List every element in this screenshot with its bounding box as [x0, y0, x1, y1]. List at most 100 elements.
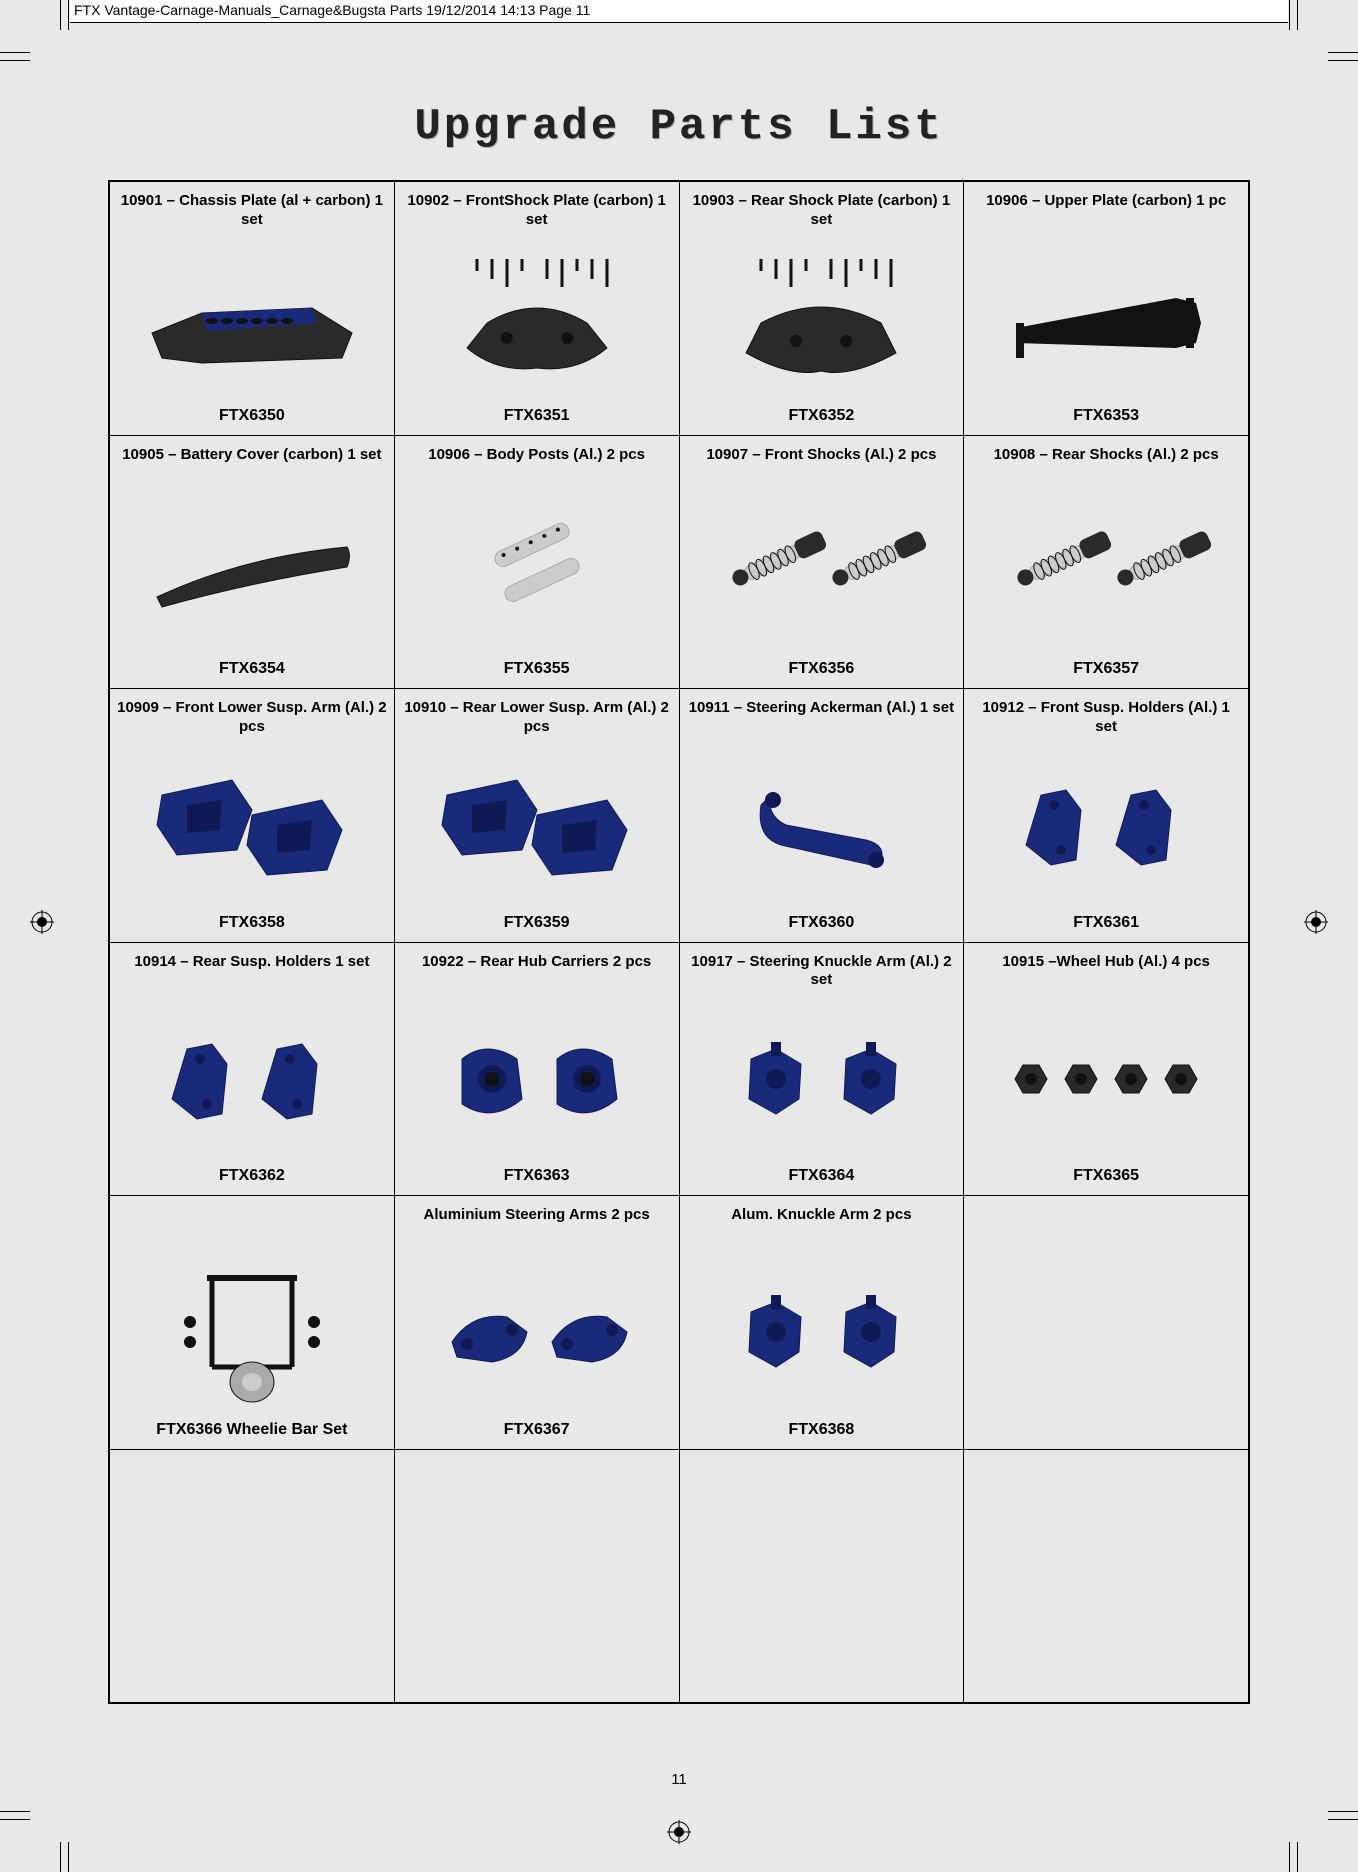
- part-cell: 10912 – Front Susp. Holders (Al.) 1 set …: [963, 689, 1248, 942]
- parts-grid: 10901 – Chassis Plate (al + carbon) 1 se…: [108, 180, 1250, 1704]
- registration-mark-icon: [1304, 910, 1328, 934]
- grid-row: 10905 – Battery Cover (carbon) 1 set FTX…: [110, 435, 1248, 689]
- part-code: FTX6367: [504, 1421, 570, 1439]
- part-code: FTX6352: [788, 407, 854, 425]
- part-cell: [963, 1196, 1248, 1449]
- part-image: [970, 230, 1242, 407]
- part-image: [686, 737, 958, 914]
- part-image: [686, 484, 958, 661]
- part-title: 10908 – Rear Shocks (Al.) 2 pcs: [994, 446, 1219, 484]
- header-text: FTX Vantage-Carnage-Manuals_Carnage&Bugs…: [74, 2, 590, 18]
- part-code: FTX6366 Wheelie Bar Set: [156, 1421, 347, 1439]
- part-title: 10915 –Wheel Hub (Al.) 4 pcs: [1002, 953, 1210, 991]
- part-image: [970, 484, 1242, 661]
- part-cell: 10902 – FrontShock Plate (carbon) 1 set …: [394, 182, 679, 435]
- part-title: 10903 – Rear Shock Plate (carbon) 1 set: [686, 192, 958, 230]
- crop-mark: [1297, 0, 1298, 30]
- part-code: FTX6357: [1073, 660, 1139, 678]
- part-title: 10901 – Chassis Plate (al + carbon) 1 se…: [116, 192, 388, 230]
- print-header: FTX Vantage-Carnage-Manuals_Carnage&Bugs…: [70, 0, 1288, 23]
- part-cell: 10911 – Steering Ackerman (Al.) 1 set FT…: [679, 689, 964, 942]
- part-image: [401, 991, 673, 1168]
- part-cell: 10906 – Upper Plate (carbon) 1 pc FTX635…: [963, 182, 1248, 435]
- part-cell: 10907 – Front Shocks (Al.) 2 pcs FTX6356: [679, 436, 964, 689]
- part-cell: [110, 1450, 394, 1703]
- page: FTX Vantage-Carnage-Manuals_Carnage&Bugs…: [0, 0, 1358, 1872]
- part-cell: 10922 – Rear Hub Carriers 2 pcs FTX6363: [394, 943, 679, 1196]
- part-cell: [394, 1450, 679, 1703]
- part-cell: 10917 – Steering Knuckle Arm (Al.) 2 set…: [679, 943, 964, 1196]
- part-cell: Alum. Knuckle Arm 2 pcs FTX6368: [679, 1196, 964, 1449]
- crop-mark: [1328, 52, 1358, 53]
- part-code: FTX6368: [788, 1421, 854, 1439]
- part-title: 10909 – Front Lower Susp. Arm (Al.) 2 pc…: [116, 699, 388, 737]
- grid-row: FTX6366 Wheelie Bar Set Aluminium Steerin…: [110, 1195, 1248, 1449]
- part-code: FTX6355: [504, 660, 570, 678]
- registration-mark-icon: [30, 910, 54, 934]
- part-code: FTX6360: [788, 914, 854, 932]
- part-title: 10910 – Rear Lower Susp. Arm (Al.) 2 pcs: [401, 699, 673, 737]
- part-image: [686, 230, 958, 407]
- part-image: [116, 737, 388, 914]
- part-cell: 10908 – Rear Shocks (Al.) 2 pcs FTX6357: [963, 436, 1248, 689]
- part-title: 10911 – Steering Ackerman (Al.) 1 set: [689, 699, 954, 737]
- crop-mark: [0, 1819, 30, 1820]
- part-code: FTX6362: [219, 1167, 285, 1185]
- part-title: 10912 – Front Susp. Holders (Al.) 1 set: [970, 699, 1242, 737]
- crop-mark: [1328, 1811, 1358, 1812]
- part-title: 10906 – Body Posts (Al.) 2 pcs: [428, 446, 645, 484]
- part-image: [401, 230, 673, 407]
- part-code: FTX6353: [1073, 407, 1139, 425]
- part-code: FTX6361: [1073, 914, 1139, 932]
- part-cell: 10901 – Chassis Plate (al + carbon) 1 se…: [110, 182, 394, 435]
- grid-row: [110, 1449, 1248, 1703]
- part-image: [116, 230, 388, 407]
- part-cell: 10910 – Rear Lower Susp. Arm (Al.) 2 pcs…: [394, 689, 679, 942]
- crop-mark: [60, 0, 61, 30]
- part-title: 10922 – Rear Hub Carriers 2 pcs: [422, 953, 651, 991]
- crop-mark: [60, 1842, 61, 1872]
- part-title: 10907 – Front Shocks (Al.) 2 pcs: [706, 446, 936, 484]
- crop-mark: [0, 60, 30, 61]
- part-code: FTX6365: [1073, 1167, 1139, 1185]
- page-number: 11: [88, 1771, 1270, 1788]
- part-code: FTX6350: [219, 407, 285, 425]
- part-title: 10902 – FrontShock Plate (carbon) 1 set: [401, 192, 673, 230]
- part-title: 10914 – Rear Susp. Holders 1 set: [134, 953, 369, 991]
- part-title: 10905 – Battery Cover (carbon) 1 set: [122, 446, 381, 484]
- crop-mark: [1328, 1819, 1358, 1820]
- content-area: Upgrade Parts List 10901 – Chassis Plate…: [88, 72, 1270, 1800]
- part-image: [116, 484, 388, 661]
- part-image: [401, 737, 673, 914]
- part-code: FTX6364: [788, 1167, 854, 1185]
- part-code: FTX6363: [504, 1167, 570, 1185]
- crop-mark: [0, 1811, 30, 1812]
- part-code: FTX6351: [504, 407, 570, 425]
- part-image: [116, 1244, 388, 1421]
- part-code: FTX6354: [219, 660, 285, 678]
- part-image: [686, 991, 958, 1168]
- grid-row: 10909 – Front Lower Susp. Arm (Al.) 2 pc…: [110, 688, 1248, 942]
- grid-row: 10914 – Rear Susp. Holders 1 set FTX6362…: [110, 942, 1248, 1196]
- part-title: Alum. Knuckle Arm 2 pcs: [731, 1206, 911, 1244]
- part-title: 10917 – Steering Knuckle Arm (Al.) 2 set: [686, 953, 958, 991]
- part-cell: 10903 – Rear Shock Plate (carbon) 1 set …: [679, 182, 964, 435]
- part-image: [116, 991, 388, 1168]
- part-title: 10906 – Upper Plate (carbon) 1 pc: [986, 192, 1226, 230]
- part-image: [970, 991, 1242, 1168]
- part-cell: FTX6366 Wheelie Bar Set: [110, 1196, 394, 1449]
- part-code: FTX6359: [504, 914, 570, 932]
- crop-mark: [1289, 0, 1290, 30]
- crop-mark: [0, 52, 30, 53]
- crop-mark: [1328, 60, 1358, 61]
- crop-mark: [68, 0, 69, 30]
- crop-mark: [68, 1842, 69, 1872]
- part-cell: 10906 – Body Posts (Al.) 2 pcs FTX6355: [394, 436, 679, 689]
- crop-mark: [1289, 1842, 1290, 1872]
- part-cell: 10915 –Wheel Hub (Al.) 4 pcs FTX6365: [963, 943, 1248, 1196]
- part-image: [401, 484, 673, 661]
- part-cell: [963, 1450, 1248, 1703]
- part-title: Aluminium Steering Arms 2 pcs: [424, 1206, 650, 1244]
- part-cell: 10909 – Front Lower Susp. Arm (Al.) 2 pc…: [110, 689, 394, 942]
- grid-row: 10901 – Chassis Plate (al + carbon) 1 se…: [110, 182, 1248, 435]
